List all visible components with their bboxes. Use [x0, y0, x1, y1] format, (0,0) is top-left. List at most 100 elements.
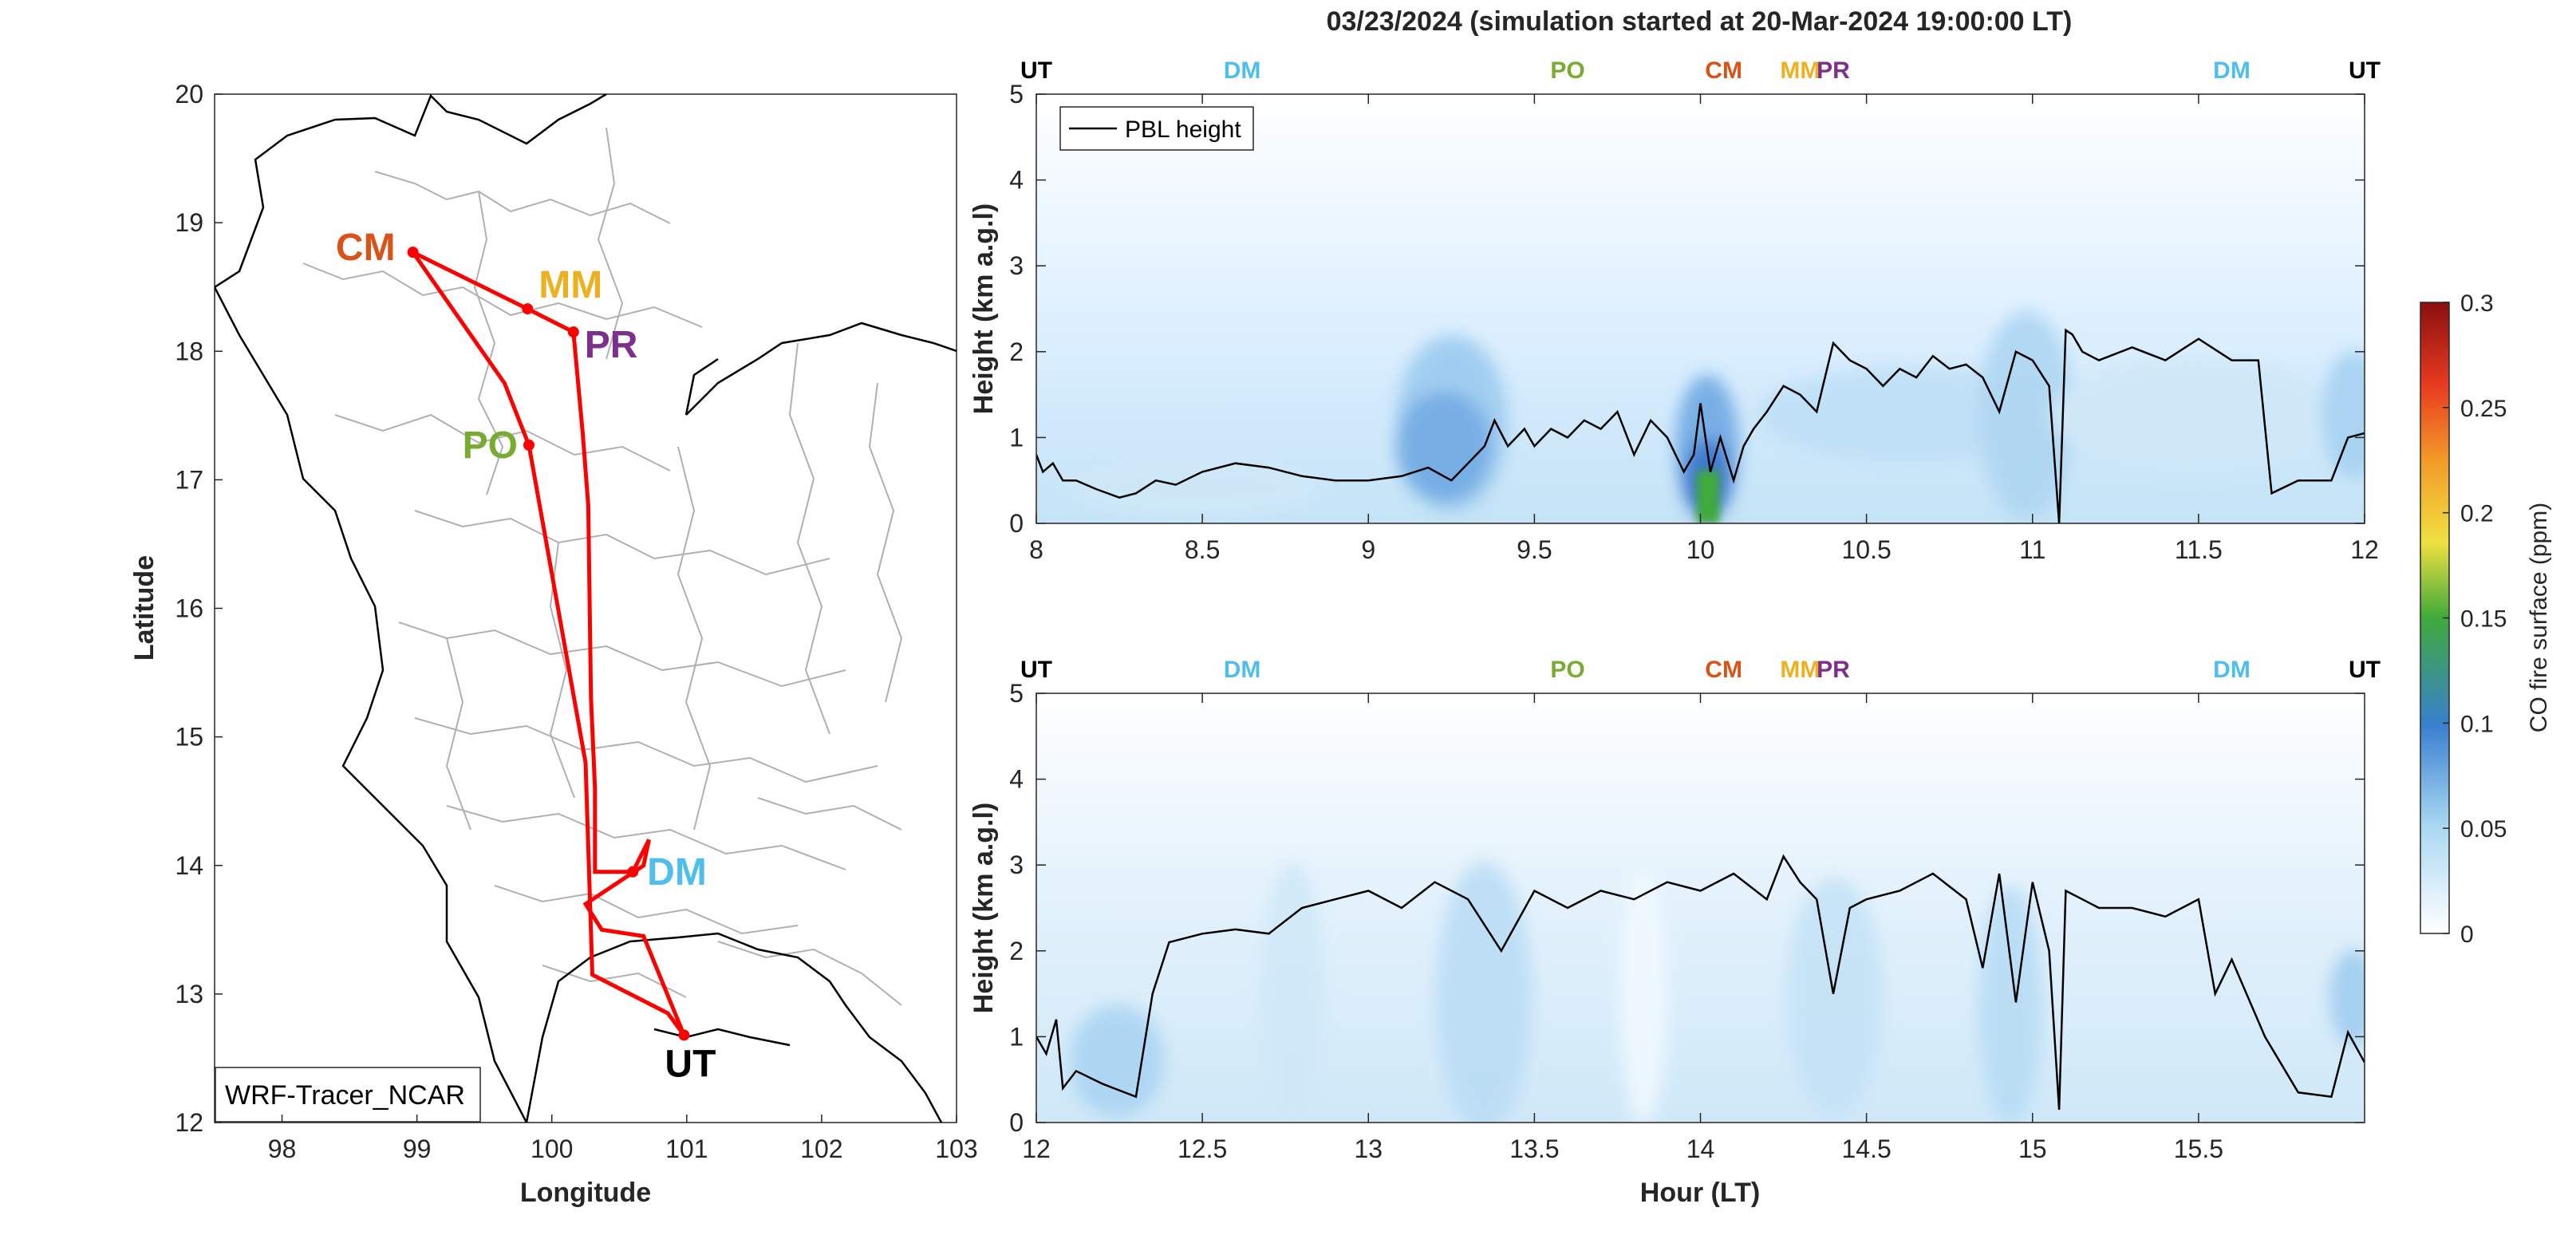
xtick-label: 12.5: [1178, 1135, 1227, 1163]
map-ytick-label: 19: [175, 208, 203, 237]
station-label-mm: MM: [538, 264, 602, 306]
map-ytick-label: 15: [175, 723, 203, 752]
figure-title: 03/23/2024 (simulation started at 20-Mar…: [1327, 6, 2073, 37]
station-label-cm: CM: [1705, 657, 1742, 683]
station-label-ut: UT: [1020, 657, 1052, 683]
pbl-legend-label: PBL height: [1125, 116, 1241, 143]
map-ylabel: Latitude: [129, 555, 160, 661]
map-xtick-label: 99: [403, 1135, 432, 1163]
map-ytick-label: 12: [175, 1108, 203, 1137]
map-legend: WRF-Tracer_NCAR: [215, 1067, 481, 1123]
xtick-label: 12: [2350, 535, 2379, 564]
ytick-label: 1: [1009, 423, 1024, 452]
bottom-pbl-height-line: [1036, 854, 2365, 1110]
xtick-label: 11.5: [2175, 535, 2223, 564]
map-ytick-label: 16: [175, 594, 203, 623]
map-xlabel: Longitude: [520, 1178, 651, 1208]
ytick-label: 4: [1009, 166, 1024, 195]
station-label-mm: MM: [1780, 657, 1820, 683]
station-label-cm: CM: [336, 227, 396, 269]
colorbar-label: CO fire surface (ppm): [2526, 503, 2552, 732]
colorbar-ticks: 0 0.05 0.1 0.15 0.2 0.25 0.3: [2443, 290, 2507, 948]
top-heatmap-field: [1036, 94, 2365, 523]
colorbar-tick-label: 0.2: [2460, 501, 2494, 527]
station-label-ut: UT: [1020, 57, 1052, 84]
station-point-pr: [567, 326, 579, 338]
ytick-label: 2: [1009, 937, 1024, 965]
bottom-ylabel: Height (km a.g.l): [968, 803, 999, 1013]
station-label-cm: CM: [1705, 57, 1742, 84]
station-label-po: PO: [1550, 657, 1584, 683]
xtick-label: 10: [1686, 535, 1715, 564]
colorbar-tick-label: 0.1: [2460, 711, 2494, 737]
xtick-label: 14.5: [1841, 1135, 1891, 1163]
map-xtick-label: 100: [531, 1135, 573, 1163]
xtick-label: 8.5: [1185, 535, 1220, 564]
xtick-label: 11: [2019, 535, 2045, 564]
station-label-dm: DM: [2213, 57, 2251, 84]
top-pbl-height-line: [1036, 328, 2365, 523]
station-label-ut: UT: [2349, 57, 2381, 84]
ytick-label: 3: [1009, 850, 1024, 879]
top-ylabel: Height (km a.g.l): [968, 203, 999, 414]
survey-route-line: [411, 250, 686, 1036]
map-boundaries: [215, 94, 957, 1123]
map-xtick-label: 103: [935, 1135, 977, 1163]
map-ytick-label: 14: [175, 851, 203, 880]
xtick-label: 9.5: [1517, 535, 1552, 564]
xtick-label: 14: [1686, 1135, 1715, 1163]
colorbar-tick-label: 0.15: [2460, 606, 2507, 633]
ytick-label: 4: [1009, 765, 1024, 794]
station-label-ut: UT: [665, 1043, 716, 1085]
station-label-dm: DM: [647, 851, 707, 894]
station-label-ut: UT: [2349, 657, 2381, 683]
station-point-ut: [678, 1029, 690, 1041]
map-axes-box: [214, 93, 957, 1123]
map-xtick-label: 102: [800, 1135, 842, 1163]
ytick-label: 1: [1009, 1022, 1024, 1051]
bottom-heatmap-field: [1036, 693, 2365, 1123]
colorbar: 0 0.05 0.1 0.15 0.2 0.25 0.3 CO fire surface (…: [2420, 290, 2552, 948]
ytick-label: 0: [1009, 509, 1024, 538]
station-markers: CM MM PR PO DM UT: [336, 227, 716, 1085]
xtick-label: 15.5: [2174, 1135, 2223, 1163]
xtick-label: 10.5: [1841, 535, 1891, 564]
colorbar-tick-label: 0: [2460, 921, 2474, 948]
station-label-pr: PR: [1817, 657, 1850, 683]
map-ytick-label: 18: [175, 337, 203, 365]
colorbar-tick-label: 0.3: [2460, 290, 2494, 317]
map-axes: 98 99 100 101 102 103 12 13 14 15 16 17 18 19 20: [175, 80, 977, 1163]
station-label-po: PO: [1550, 57, 1584, 84]
xtick-label: 13.5: [1509, 1135, 1559, 1163]
map-ytick-label: 17: [175, 465, 203, 494]
pbl-legend: PBL height: [1059, 106, 1254, 151]
station-label-dm: DM: [1224, 57, 1261, 84]
ytick-label: 3: [1009, 251, 1024, 280]
station-label-dm: DM: [1224, 657, 1261, 683]
colorbar-tick-label: 0.05: [2460, 816, 2507, 843]
ytick-label: 0: [1009, 1108, 1024, 1137]
bottom-xlabel: Hour (LT): [1640, 1178, 1760, 1208]
map-panel: CM MM PR PO DM UT WRF-Tracer_NCAR 98 99 100 101 1…: [129, 80, 978, 1208]
map-ytick-label: 20: [175, 80, 203, 109]
xtick-label: 13: [1354, 1135, 1383, 1163]
map-ytick-label: 13: [175, 980, 203, 1008]
station-label-pr: PR: [1817, 57, 1850, 84]
xtick-label: 9: [1361, 535, 1375, 564]
ytick-label: 2: [1009, 337, 1024, 366]
station-point-dm: [627, 866, 639, 878]
station-label-dm: DM: [2213, 657, 2251, 683]
ytick-label: 5: [1009, 679, 1024, 708]
colorbar-tick-label: 0.25: [2460, 396, 2507, 422]
xtick-label: 8: [1029, 535, 1043, 564]
xtick-label: 15: [2018, 1135, 2047, 1163]
station-point-cm: [407, 247, 419, 258]
station-point-mm: [522, 303, 534, 315]
